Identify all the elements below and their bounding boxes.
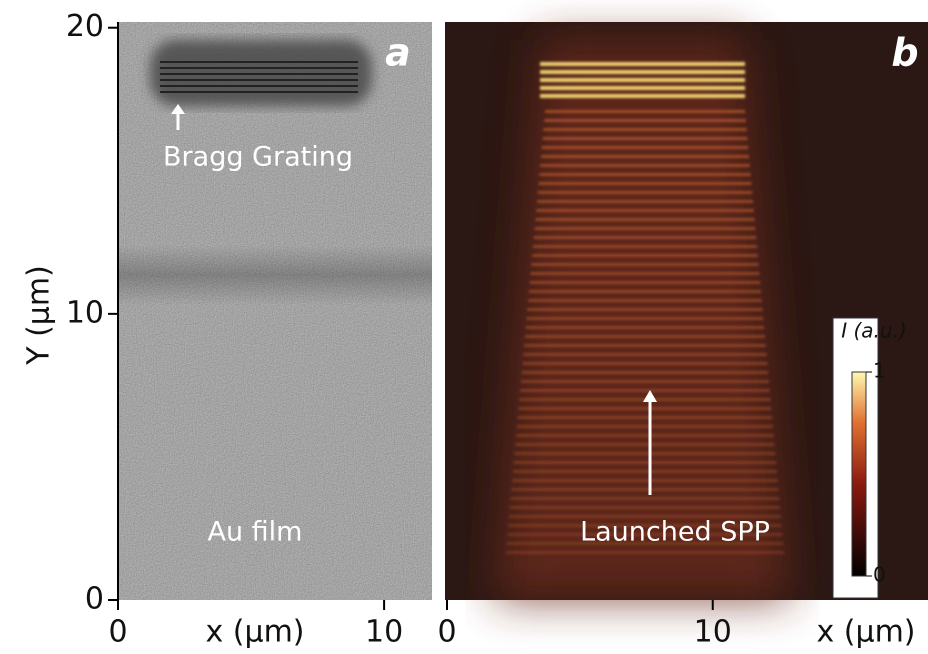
stripe	[516, 434, 774, 437]
stripe	[539, 173, 750, 176]
figure: Y (μm) a b Bragg Grating Au film Launche…	[0, 0, 928, 654]
stripe	[540, 78, 745, 82]
panel-a-image	[118, 22, 432, 600]
y-tick-label: 10	[66, 295, 104, 330]
y-tick-label: 0	[85, 582, 104, 617]
panel-letter: b	[891, 31, 918, 75]
y-axis-label: Y (μm)	[22, 265, 57, 366]
y-tick-label: 20	[66, 9, 104, 44]
stripe	[536, 209, 754, 212]
x-tick-label: 0	[108, 615, 127, 650]
x-axis-label: x (μm)	[816, 615, 915, 650]
stripe	[520, 389, 770, 392]
stripe	[515, 452, 776, 455]
stripe	[529, 290, 761, 293]
panel-b-image	[445, 22, 928, 600]
colorbar-tick-label: 1	[873, 359, 886, 383]
stripe	[523, 362, 768, 365]
stripe	[531, 263, 758, 266]
x-tick-label: 10	[365, 615, 403, 650]
stripe	[518, 416, 772, 419]
stripe	[539, 182, 752, 185]
stripe	[542, 146, 748, 149]
stripe	[535, 218, 754, 221]
stripe	[540, 86, 745, 90]
stripe	[530, 281, 760, 284]
stripe	[534, 236, 756, 239]
stripe	[522, 371, 768, 374]
stripe	[514, 461, 776, 464]
stripe	[517, 425, 773, 428]
stripe	[524, 344, 766, 347]
stripe	[526, 326, 764, 329]
stripe	[513, 470, 777, 473]
x-tick-label: 0	[437, 615, 456, 650]
stripe	[540, 62, 745, 66]
stripe	[531, 272, 760, 275]
stripe	[544, 119, 746, 122]
panel-letter: a	[385, 31, 411, 75]
stripe	[545, 110, 745, 113]
x-tick-label: 10	[694, 615, 732, 650]
stripe	[538, 191, 752, 194]
annotation: Bragg Grating	[163, 142, 353, 173]
stripe	[540, 70, 745, 74]
stripe	[532, 254, 758, 257]
stripe	[512, 479, 778, 482]
stripe	[521, 380, 769, 383]
colorbar-tick-label: 0	[873, 563, 886, 587]
stripe	[525, 335, 765, 338]
annotation: Au film	[208, 517, 303, 548]
stripe	[533, 245, 757, 248]
stripe	[535, 227, 756, 230]
stripe	[537, 200, 753, 203]
x-axis-label: x (μm)	[205, 615, 304, 650]
stripe	[527, 317, 764, 320]
stripe	[510, 506, 780, 509]
stripe	[511, 497, 780, 500]
stripe	[543, 128, 746, 131]
stripe	[540, 164, 750, 167]
stripe	[540, 94, 745, 98]
stripe	[541, 155, 749, 158]
stripe	[519, 407, 772, 410]
stripe	[506, 551, 784, 554]
annotation: Launched SPP	[580, 517, 770, 548]
stripe	[511, 488, 778, 491]
stripe	[543, 137, 748, 140]
stripe	[523, 353, 766, 356]
colorbar-title: I (a.u.)	[841, 319, 907, 343]
stripe	[515, 443, 774, 446]
stripe	[528, 299, 762, 302]
stripe	[527, 308, 762, 311]
